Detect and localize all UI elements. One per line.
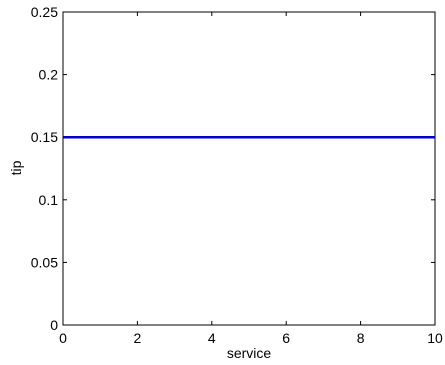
plot-area: [63, 12, 435, 325]
x-tick-label: 2: [134, 330, 142, 346]
y-tick-label: 0.25: [31, 4, 58, 20]
x-tick-label: 8: [357, 330, 365, 346]
x-tick-label: 4: [208, 330, 216, 346]
x-axis-label: service: [227, 345, 272, 361]
y-axis-label: tip: [8, 160, 24, 175]
x-tick-label: 6: [282, 330, 290, 346]
y-tick-label: 0.15: [31, 129, 58, 145]
x-tick-label: 0: [59, 330, 67, 346]
y-tick-label: 0: [50, 317, 58, 333]
y-tick-label: 0.1: [39, 192, 59, 208]
y-tick-label: 0.2: [39, 67, 59, 83]
x-tick-label: 10: [427, 330, 443, 346]
y-tick-label: 0.05: [31, 254, 58, 270]
